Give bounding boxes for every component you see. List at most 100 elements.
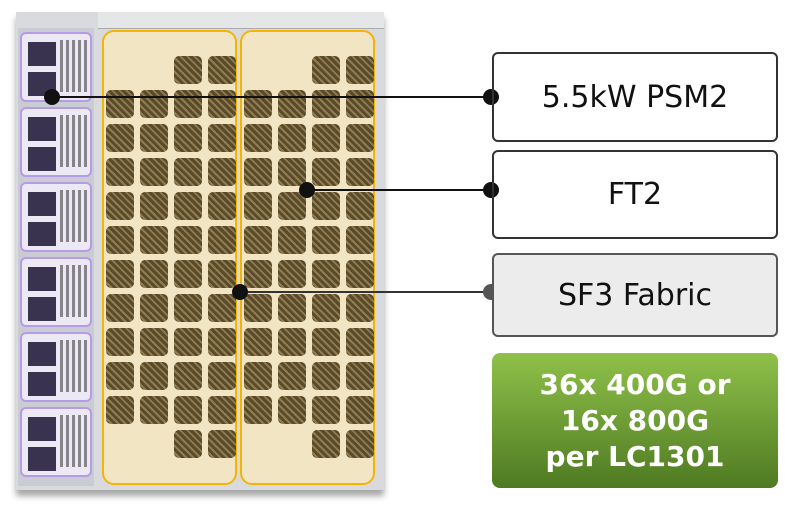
fan-vent: [208, 56, 236, 84]
fan-vent: [174, 124, 202, 152]
fan-vent: [244, 226, 272, 254]
fan-vent: [208, 124, 236, 152]
fan-vent: [244, 294, 272, 322]
power-inlet: [28, 417, 56, 441]
fan-vent: [174, 294, 202, 322]
fan-vent: [208, 362, 236, 390]
fan-vent: [140, 362, 168, 390]
fan-vent: [140, 294, 168, 322]
fan-vent: [346, 430, 374, 458]
fan-vent: [208, 158, 236, 186]
chassis-top-rail: [98, 12, 384, 29]
fan-vent: [244, 192, 272, 220]
fan-vent: [278, 192, 306, 220]
fan-vent: [140, 192, 168, 220]
psu-vent: [60, 415, 88, 467]
fan-vent: [312, 396, 340, 424]
ft2-label: FT2: [607, 177, 663, 212]
capacity-line-1: 36x 400G or: [539, 367, 731, 401]
fan-vent: [312, 56, 340, 84]
power-inlet: [28, 447, 56, 471]
fan-vent: [346, 362, 374, 390]
fan-vent: [140, 226, 168, 254]
fan-vent: [312, 328, 340, 356]
psu-vent: [60, 340, 88, 392]
sf3-leader-line: [240, 291, 492, 293]
sf3-callout: SF3 Fabric: [492, 253, 778, 337]
fan-vent: [174, 260, 202, 288]
fan-vent: [312, 294, 340, 322]
psm2-leader-line: [52, 96, 492, 98]
power-inlet: [28, 192, 56, 216]
fan-vent: [244, 396, 272, 424]
fan-vent: [278, 328, 306, 356]
fan-vent: [106, 124, 134, 152]
power-supply-module: [20, 182, 92, 252]
power-inlet: [28, 342, 56, 366]
psm2-label: 5.5kW PSM2: [541, 79, 729, 115]
fan-vent: [140, 260, 168, 288]
fan-vent: [346, 260, 374, 288]
fan-vent: [174, 430, 202, 458]
fan-vent: [106, 396, 134, 424]
fan-vent: [208, 192, 236, 220]
fan-vent: [346, 192, 374, 220]
sf3-pointer-dot: [232, 284, 248, 300]
fan-vent: [208, 226, 236, 254]
fan-vent: [140, 158, 168, 186]
fan-vent: [278, 396, 306, 424]
sf3-label: SF3 Fabric: [557, 277, 712, 313]
fan-vent: [278, 260, 306, 288]
fan-vent: [106, 328, 134, 356]
power-supply-module: [20, 257, 92, 327]
fan-vent: [312, 226, 340, 254]
fan-vent: [174, 362, 202, 390]
fan-vent: [346, 294, 374, 322]
psm2-pointer-dot: [44, 89, 60, 105]
fan-vent: [140, 396, 168, 424]
fan-vent: [106, 226, 134, 254]
fan-vent: [140, 90, 168, 118]
fan-vent: [346, 396, 374, 424]
fan-vent: [312, 260, 340, 288]
fan-vent: [278, 90, 306, 118]
power-inlet: [28, 267, 56, 291]
power-inlet: [28, 147, 56, 171]
capacity-badge: 36x 400G or 16x 800G per LC1301: [492, 353, 778, 488]
power-inlet: [28, 297, 56, 321]
fan-vent: [174, 226, 202, 254]
ft2-callout: FT2: [492, 150, 778, 239]
fan-vent: [208, 396, 236, 424]
power-supply-module: [20, 32, 92, 102]
ft2-end-dot: [483, 182, 499, 198]
router-chassis: [16, 12, 384, 490]
fan-vent: [106, 294, 134, 322]
fan-vent: [244, 158, 272, 186]
fan-vent: [174, 90, 202, 118]
fan-vent: [174, 158, 202, 186]
fan-vent: [244, 362, 272, 390]
fan-vent: [244, 90, 272, 118]
power-inlet: [28, 117, 56, 141]
fan-vent: [312, 158, 340, 186]
fan-vent: [208, 294, 236, 322]
fan-tray-left: [102, 30, 237, 485]
fan-vent: [346, 124, 374, 152]
psm2-callout: 5.5kW PSM2: [492, 52, 778, 142]
fan-vent: [312, 124, 340, 152]
fan-vent: [208, 260, 236, 288]
power-supply-column: [18, 28, 94, 486]
power-inlet: [28, 372, 56, 396]
fan-tray-right: [240, 30, 375, 485]
fan-vent: [278, 158, 306, 186]
power-supply-module: [20, 407, 92, 477]
fan-vent: [208, 328, 236, 356]
fan-vent: [140, 124, 168, 152]
fan-vent: [346, 56, 374, 84]
fan-vent: [278, 294, 306, 322]
ft2-pointer-dot: [299, 182, 315, 198]
fan-vent: [244, 328, 272, 356]
fan-vent: [174, 56, 202, 84]
psu-vent: [60, 115, 88, 167]
fan-vent: [278, 226, 306, 254]
